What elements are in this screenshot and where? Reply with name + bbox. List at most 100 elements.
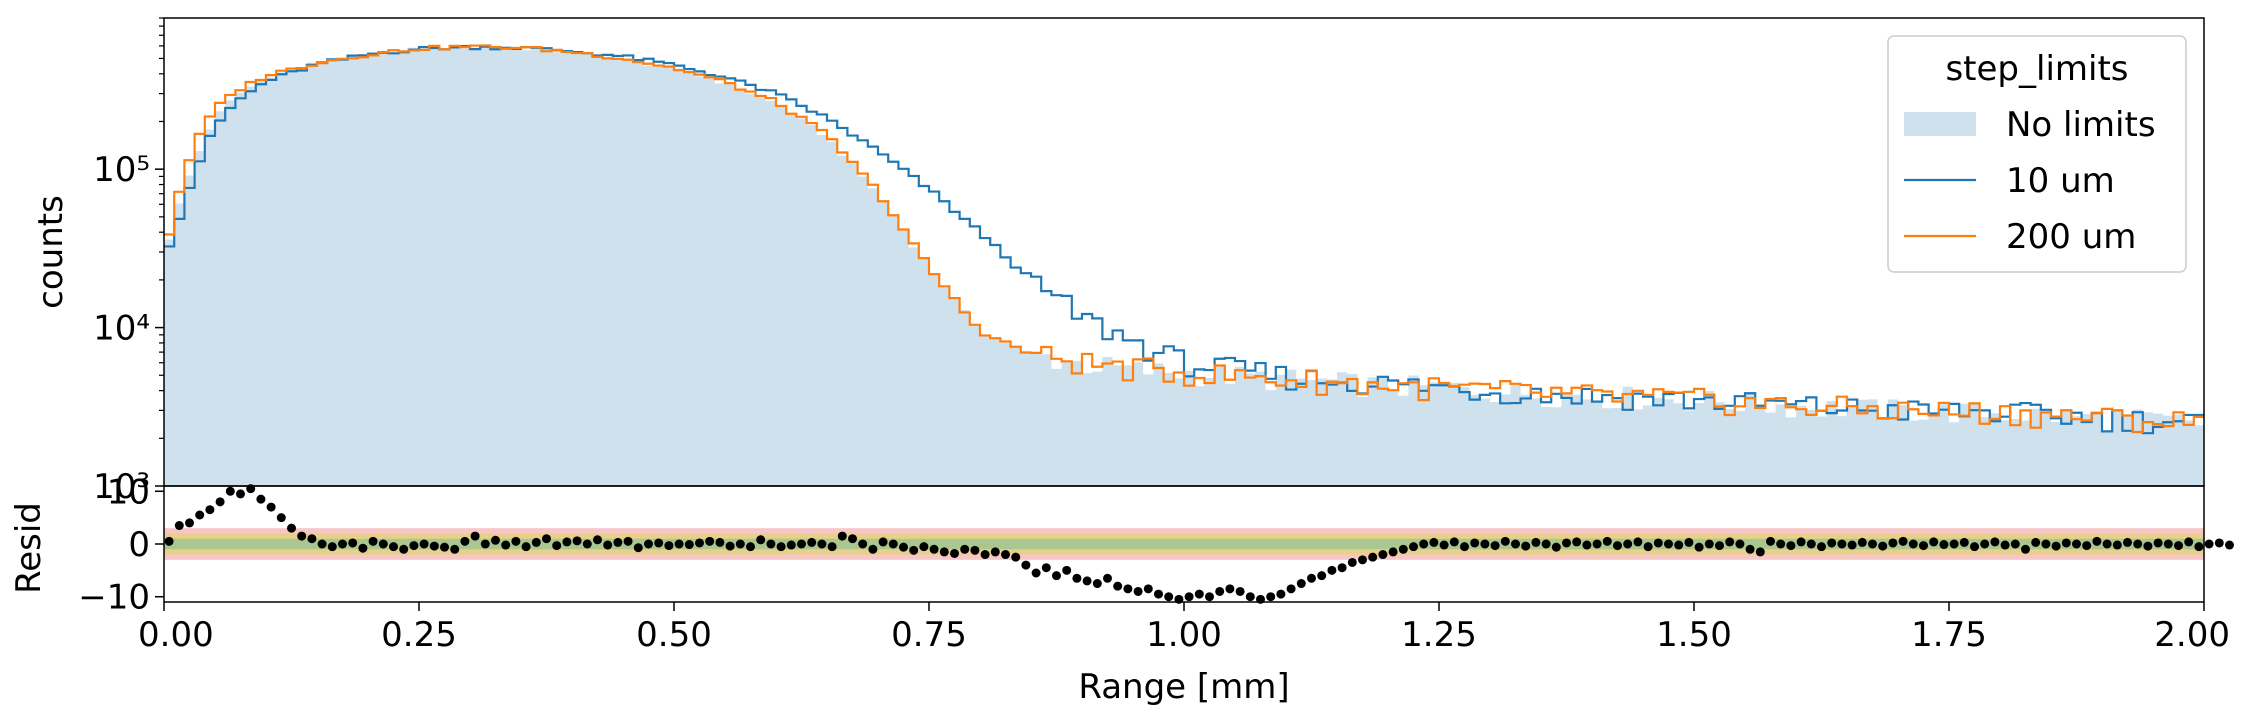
x-tick-label: 2.00 bbox=[2154, 615, 2230, 655]
residual-point bbox=[848, 534, 857, 544]
residual-point bbox=[1031, 568, 1041, 578]
residual-point bbox=[1633, 537, 1643, 547]
residual-point bbox=[623, 536, 633, 546]
residual-point bbox=[1755, 547, 1765, 557]
residual-point bbox=[1500, 536, 1510, 546]
residual-point bbox=[2021, 544, 2030, 554]
residual-point bbox=[174, 521, 184, 531]
residual-point bbox=[1276, 589, 1286, 599]
x-tick-label: 1.50 bbox=[1656, 615, 1732, 655]
residual-point bbox=[378, 539, 388, 549]
residual-point bbox=[1092, 579, 1102, 589]
residual-point bbox=[2153, 538, 2163, 548]
residual-point bbox=[1572, 537, 1582, 547]
residual-point bbox=[919, 542, 929, 552]
residual-point bbox=[1847, 540, 1857, 550]
x-axis-label: Range [mm] bbox=[1078, 667, 1289, 707]
legend-label-10um: 10 um bbox=[2006, 161, 2115, 201]
residual-point bbox=[695, 538, 704, 548]
residual-point bbox=[1245, 592, 1255, 602]
residual-point bbox=[1337, 563, 1347, 573]
residual-point bbox=[215, 497, 225, 507]
residual-point bbox=[899, 542, 908, 552]
residual-point bbox=[562, 537, 572, 547]
residual-point bbox=[1643, 542, 1653, 552]
residual-point bbox=[480, 539, 490, 549]
residual-point bbox=[399, 544, 409, 554]
x-tick-label: 1.75 bbox=[1911, 615, 1987, 655]
residual-point bbox=[725, 541, 735, 551]
x-tick-label: 0.50 bbox=[636, 615, 712, 655]
residual-point bbox=[1296, 579, 1306, 589]
residual-point bbox=[1011, 552, 1021, 562]
residual-point bbox=[297, 531, 307, 541]
residual-point bbox=[1052, 571, 1061, 581]
residual-point bbox=[2112, 540, 2122, 550]
residual-point bbox=[1072, 573, 1082, 583]
residual-point bbox=[1653, 538, 1663, 548]
residual-point bbox=[827, 542, 837, 552]
residual-y-ticks: −10 0 10 bbox=[78, 472, 164, 618]
residual-point bbox=[1939, 540, 1949, 550]
residual-point bbox=[2225, 540, 2234, 550]
residual-point bbox=[1980, 539, 1990, 549]
residual-point bbox=[1409, 542, 1418, 552]
residual-point bbox=[1786, 541, 1796, 551]
legend-label-no-limits: No limits bbox=[2006, 105, 2156, 145]
residual-point bbox=[1664, 539, 1673, 549]
residual-point bbox=[1398, 544, 1408, 554]
residual-point bbox=[1123, 584, 1133, 594]
residual-point bbox=[1541, 539, 1551, 549]
residual-point bbox=[1562, 538, 1571, 548]
residual-point bbox=[1154, 589, 1163, 599]
sigma-bands bbox=[164, 528, 2204, 560]
residual-point bbox=[1388, 547, 1398, 557]
residual-point bbox=[2204, 539, 2214, 549]
residual-point bbox=[1480, 539, 1490, 549]
legend-swatch-no-limits bbox=[1904, 112, 1976, 136]
residual-point bbox=[276, 513, 286, 523]
series-no-limits-fill bbox=[164, 45, 2204, 486]
residual-point bbox=[419, 539, 429, 549]
residual-point bbox=[2010, 539, 2020, 549]
residual-point bbox=[1888, 538, 1898, 548]
residual-point bbox=[185, 518, 194, 528]
residual-point bbox=[1205, 592, 1214, 602]
resid-y-tick-label: −10 bbox=[78, 578, 150, 618]
main-panel: 10³ 10⁴ 10⁵ counts step_limits No limits 1… bbox=[31, 17, 2205, 507]
residual-point bbox=[1725, 537, 1735, 547]
residual-point bbox=[2194, 542, 2204, 552]
residual-point bbox=[1582, 540, 1592, 550]
residual-point bbox=[1286, 584, 1296, 594]
residual-point bbox=[338, 539, 347, 549]
residual-point bbox=[225, 486, 235, 496]
residual-point bbox=[2051, 541, 2061, 551]
residual-point bbox=[2061, 538, 2071, 548]
residual-point bbox=[2031, 537, 2041, 547]
residual-point bbox=[1623, 539, 1633, 549]
residual-point bbox=[705, 536, 715, 546]
residual-point bbox=[1837, 539, 1847, 549]
residual-point bbox=[1817, 542, 1826, 552]
residual-point bbox=[531, 537, 541, 547]
residual-point bbox=[1704, 539, 1714, 549]
residual-point bbox=[797, 539, 806, 549]
residual-point bbox=[1521, 541, 1531, 551]
residual-point bbox=[1113, 581, 1123, 591]
residual-point bbox=[368, 536, 378, 546]
residual-point bbox=[654, 538, 664, 548]
series-200-um-line bbox=[164, 44, 2204, 434]
residual-point bbox=[1970, 542, 1979, 552]
residual-point bbox=[746, 542, 755, 552]
residual-point bbox=[909, 545, 919, 555]
residual-point bbox=[603, 540, 613, 550]
residual-point bbox=[2092, 536, 2102, 546]
residual-point bbox=[409, 541, 419, 551]
residual-point bbox=[582, 539, 592, 549]
residual-point bbox=[307, 534, 317, 544]
residual-point bbox=[2000, 540, 2010, 550]
legend-frame bbox=[1887, 35, 2187, 273]
residual-point bbox=[521, 542, 531, 552]
residual-point bbox=[552, 541, 562, 551]
